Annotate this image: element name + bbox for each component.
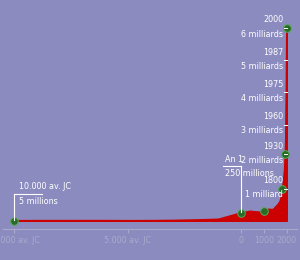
Text: 1975: 1975 [263, 80, 283, 89]
Text: 1930: 1930 [263, 141, 283, 151]
Text: 2000: 2000 [263, 15, 283, 24]
Text: 5 millions: 5 millions [19, 197, 58, 206]
Text: 1987: 1987 [263, 48, 283, 56]
Text: An 1: An 1 [226, 155, 244, 164]
Text: 1960: 1960 [263, 112, 283, 121]
Text: 1800: 1800 [263, 176, 283, 185]
Text: 10.000 av. JC: 10.000 av. JC [19, 182, 71, 191]
Text: 1 milliard: 1 milliard [245, 190, 283, 199]
Text: 6 milliards: 6 milliards [241, 30, 283, 39]
Text: 2 milliards: 2 milliards [241, 156, 283, 165]
Text: 5 milliards: 5 milliards [241, 62, 283, 71]
Text: 3 milliards: 3 milliards [241, 126, 283, 135]
Text: 4 milliards: 4 milliards [241, 94, 283, 103]
Text: 250 millions: 250 millions [226, 170, 274, 178]
